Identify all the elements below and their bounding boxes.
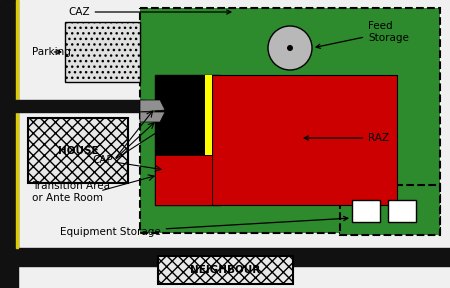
Polygon shape — [140, 112, 165, 122]
Bar — [0, 0, 18, 288]
Text: Transition Area
or Ante Room: Transition Area or Ante Room — [32, 181, 110, 203]
Bar — [388, 200, 416, 222]
Text: Equipment Storage: Equipment Storage — [60, 216, 348, 237]
Bar — [158, 256, 293, 284]
Text: CAP: CAP — [92, 155, 113, 165]
Text: Feed
Storage: Feed Storage — [316, 21, 409, 48]
Polygon shape — [140, 100, 165, 112]
Bar — [28, 118, 128, 183]
Text: HOUSE: HOUSE — [58, 145, 98, 156]
Text: Parking: Parking — [32, 47, 71, 57]
Text: CAZ: CAZ — [68, 7, 231, 17]
Bar — [155, 155, 212, 205]
Circle shape — [287, 45, 293, 51]
Bar — [155, 75, 220, 205]
Bar — [16, 0, 18, 248]
Text: NEIGHBOUR: NEIGHBOUR — [190, 265, 261, 275]
Circle shape — [268, 26, 312, 70]
Bar — [205, 75, 212, 155]
Bar — [0, 248, 450, 266]
Bar — [65, 22, 140, 82]
Bar — [212, 75, 397, 205]
Bar — [0, 100, 145, 112]
Text: RAZ: RAZ — [304, 133, 389, 143]
Bar — [140, 8, 440, 233]
Bar — [352, 200, 380, 222]
Bar — [340, 185, 440, 235]
